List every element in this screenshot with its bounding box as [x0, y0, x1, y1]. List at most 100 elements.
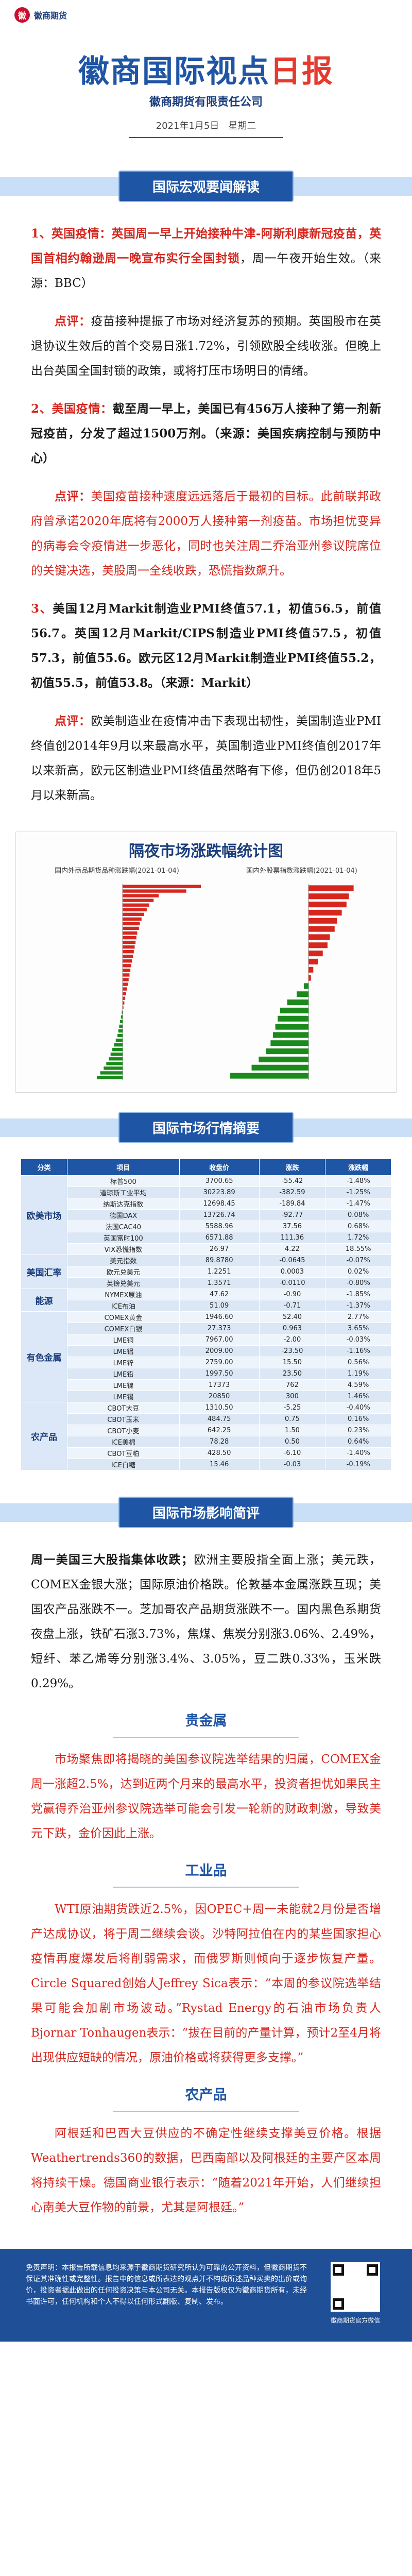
table-cell: LME铜	[67, 1334, 180, 1346]
table-cell: 30223.89	[179, 1187, 260, 1198]
table-cell: 2.77%	[325, 1311, 391, 1323]
table-cell: 美元指数	[67, 1255, 180, 1266]
table-row: LME镍 17373 762 4.59%	[21, 1379, 391, 1391]
chart-bar	[115, 1038, 123, 1042]
chart-bar	[123, 987, 127, 991]
table-cell: 5588.96	[179, 1221, 260, 1232]
report-title: 徽商国际视点日报	[0, 46, 412, 91]
table-cell: VIX恐慌指数	[67, 1243, 180, 1255]
chart-bar	[123, 978, 129, 981]
table-row: 道琼斯工业平均 30223.89 -382.59 -1.25%	[21, 1187, 391, 1198]
table-row: LME铅 1997.50 23.50 1.19%	[21, 1368, 391, 1380]
table-cell: -1.48%	[325, 1175, 391, 1187]
table-cell: -1.85%	[325, 1289, 391, 1300]
section-title-market: 国际市场行情摘要	[118, 1111, 294, 1143]
report-footer: 免责声明：本报告所载信息均来源于徽商期货研究所认为可靠的公开资料，但徽商期货不保…	[0, 2249, 412, 2342]
table-cell: 1.3571	[179, 1277, 260, 1289]
table-cell: -1.25%	[325, 1187, 391, 1198]
table-cell: CBOT小麦	[67, 1425, 180, 1436]
chart-bar	[123, 903, 149, 907]
macro-item-2: 2、美国疫情：截至周一早上，美国已有456万人接种了第一剂新冠疫苗，分发了超过1…	[31, 397, 381, 471]
macro-comment-2: 点评：美国疫苗接种速度远远落后于最初的目标。此前联邦政府曾承诺2020年底将有2…	[31, 484, 381, 583]
macro-comment-1: 点评：疫苗接种提振了市场对经济复苏的预期。英国股市在英退协议生效后的首个交易日涨…	[31, 309, 381, 383]
table-row: 德国DAX 13726.74 -92.77 0.08%	[21, 1209, 391, 1221]
right-chart-caption: 国内外股票指数涨跌幅(2021-01-04)	[246, 867, 357, 875]
table-cell: 300	[259, 1391, 326, 1402]
chart-bar	[272, 1032, 309, 1038]
table-cell: LME锌	[67, 1357, 180, 1368]
chart-bar	[123, 1006, 124, 1009]
table-cell: 德国DAX	[67, 1209, 180, 1221]
chart-bar	[297, 991, 309, 997]
chart-bar	[308, 942, 328, 948]
table-cell: -0.40%	[325, 1402, 391, 1414]
comment-3-label: 点评：	[55, 714, 91, 728]
comment-1-label: 点评：	[55, 314, 91, 328]
qr-block: 徽商期货官方微信	[324, 2262, 386, 2326]
item-1-rest: ，周一午夜开始生效。（来源：BBC）	[31, 252, 381, 290]
table-cell: -55.42	[259, 1175, 326, 1187]
table-cell: 484.75	[179, 1413, 260, 1425]
market-table: 分类 项目 收盘价 涨跌 涨跌幅 欧美市场 标普500 3700.65 -55.42 -1.48…	[21, 1159, 391, 1470]
table-cell: 0.16%	[325, 1413, 391, 1425]
table-cell: 0.56%	[325, 1357, 391, 1368]
chart-bar	[119, 1024, 123, 1028]
report-date: 2021年1月5日 星期二	[156, 121, 256, 131]
table-cell: -382.59	[259, 1187, 326, 1198]
brand-logo-icon: 徽	[14, 7, 30, 23]
chart-bar	[123, 917, 142, 921]
table-cell: ICE白糖	[67, 1459, 180, 1470]
table-cell: 13726.74	[179, 1209, 260, 1221]
table-cell: 23.50	[259, 1368, 326, 1380]
table-cell: 18.55%	[325, 1243, 391, 1255]
table-cell: 17373	[179, 1379, 260, 1391]
table-row: ICE布油 51.09 -0.71 -1.37%	[21, 1300, 391, 1312]
chart-bar	[308, 967, 314, 973]
left-chart-caption: 国内外商品期货品种涨跌幅(2021-01-04)	[55, 867, 179, 875]
table-cell: 4.59%	[325, 1379, 391, 1391]
disclaimer: 免责声明：本报告所载信息均来源于徽商期货研究所认为可靠的公开资料，但徽商期货不保…	[26, 2264, 307, 2306]
table-cell: ICE美棉	[67, 1436, 180, 1448]
table-cell: 78.28	[179, 1436, 260, 1448]
industry-divider	[113, 1887, 299, 1888]
table-cell: LME锡	[67, 1391, 180, 1402]
commodity-chart-wrap	[20, 879, 206, 1085]
table-row: 纳斯达克指数 12698.45 -189.84 -1.47%	[21, 1198, 391, 1210]
metals-divider	[113, 1737, 299, 1738]
impact-summary-text: 欧洲主要股指全面上涨；美元跌，COMEX金银大涨；国际原油价格跌。伦敦基本金属涨…	[31, 1553, 382, 1690]
table-cell: 1997.50	[179, 1368, 260, 1380]
table-cell: -1.47%	[325, 1198, 391, 1210]
table-cell: -0.03	[259, 1459, 326, 1470]
chart-bar	[123, 959, 132, 963]
figure-charts	[16, 877, 396, 1092]
chart-bar	[123, 908, 147, 911]
table-cell: 20850	[179, 1391, 260, 1402]
table-cell: 2009.00	[179, 1345, 260, 1357]
chart-bar	[114, 1043, 123, 1047]
chart-bar	[106, 1062, 123, 1065]
chart-bar	[308, 958, 318, 964]
table-row: CBOT豆粕 428.50 -6.10 -1.40%	[21, 1447, 391, 1459]
item-1-lead: 1、英国疫情：	[31, 227, 112, 241]
chart-bar	[123, 945, 135, 949]
item-1-keypoint: 英国周一早上开始接种牛津-阿斯利康新冠疫苗，英国首相约翰逊周一晚宣布实行全国封锁	[31, 227, 381, 265]
chart-bar	[121, 1015, 123, 1019]
table-cell: -0.19%	[325, 1459, 391, 1470]
table-header-cell: 收盘价	[179, 1159, 260, 1176]
company-name: 徽商期货有限责任公司	[149, 96, 263, 109]
figure-title: 隔夜市场涨跌幅统计图	[129, 842, 283, 860]
chart-bar	[123, 931, 138, 935]
table-cell: 欧元兑美元	[67, 1266, 180, 1278]
figure-captions: 国内外商品期货品种涨跌幅(2021-01-04) 国内外股票指数涨跌幅(2021…	[16, 863, 396, 877]
agri-text: 阿根廷和巴西大豆供应的不确定性继续支撑美豆价格。根据Weathertrends3…	[31, 2127, 381, 2214]
table-cell: -1.37%	[325, 1300, 391, 1312]
table-cell: 7967.00	[179, 1334, 260, 1346]
index-change-chart	[230, 884, 354, 1080]
chart-bar	[104, 1066, 123, 1070]
item-3-lead: 3、	[31, 602, 53, 616]
table-cell: 4.22	[259, 1243, 326, 1255]
chart-bar	[251, 1064, 309, 1071]
chart-bar	[308, 918, 337, 924]
table-cell: 法国CAC40	[67, 1221, 180, 1232]
item-3-text: 美国12月Markit制造业PMI终值57.1，初值56.5，前值56.7。英国…	[31, 602, 381, 690]
